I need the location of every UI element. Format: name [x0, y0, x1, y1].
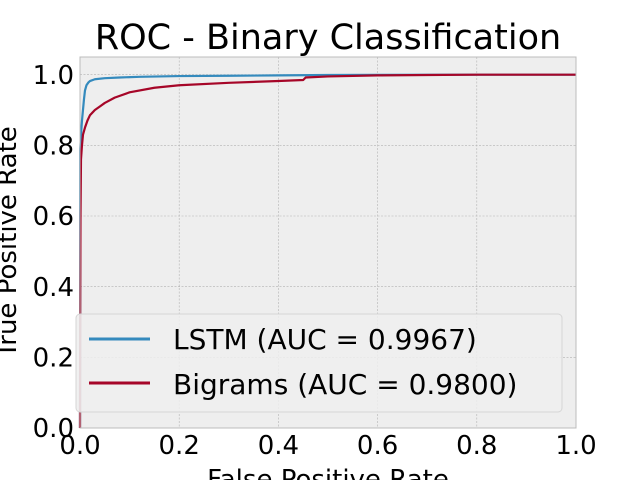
x-tick-label: 0.8	[456, 431, 497, 461]
series-layer	[78, 73, 576, 429]
x-tick-labels: 0.0 0.2 0.4 0.6 0.8 1.0	[59, 431, 596, 461]
y-tick-label: 1.0	[33, 61, 74, 91]
legend-label-lstm: LSTM (AUC = 0.9967)	[173, 323, 477, 356]
y-tick-label: 0.2	[33, 344, 74, 374]
y-tick-labels: 0.0 0.2 0.4 0.6 0.8 1.0	[33, 61, 74, 444]
x-tick-label: 0.2	[159, 431, 200, 461]
legend-box	[75, 313, 563, 413]
legend-label-bigrams: Bigrams (AUC = 0.9800)	[173, 368, 517, 401]
plot-border	[79, 56, 577, 429]
x-tick-label: 0.6	[357, 431, 398, 461]
y-axis-label: True Positive Rate	[0, 126, 23, 359]
x-tick-label: 1.0	[555, 431, 596, 461]
y-tick-label: 0.0	[33, 414, 74, 444]
y-tick-label: 0.4	[33, 273, 74, 303]
y-tick-label: 0.6	[33, 202, 74, 232]
series-line-lstm	[78, 73, 576, 429]
chart-title: ROC - Binary Classification	[95, 18, 561, 58]
series-line-bigrams	[78, 73, 576, 429]
x-axis-label: False Positive Rate	[207, 465, 449, 480]
x-tick-label: 0.4	[258, 431, 299, 461]
legend: LSTM (AUC = 0.9967) Bigrams (AUC = 0.980…	[75, 313, 563, 413]
x-tick-label: 0.0	[59, 431, 100, 461]
y-tick-label: 0.8	[33, 132, 74, 162]
